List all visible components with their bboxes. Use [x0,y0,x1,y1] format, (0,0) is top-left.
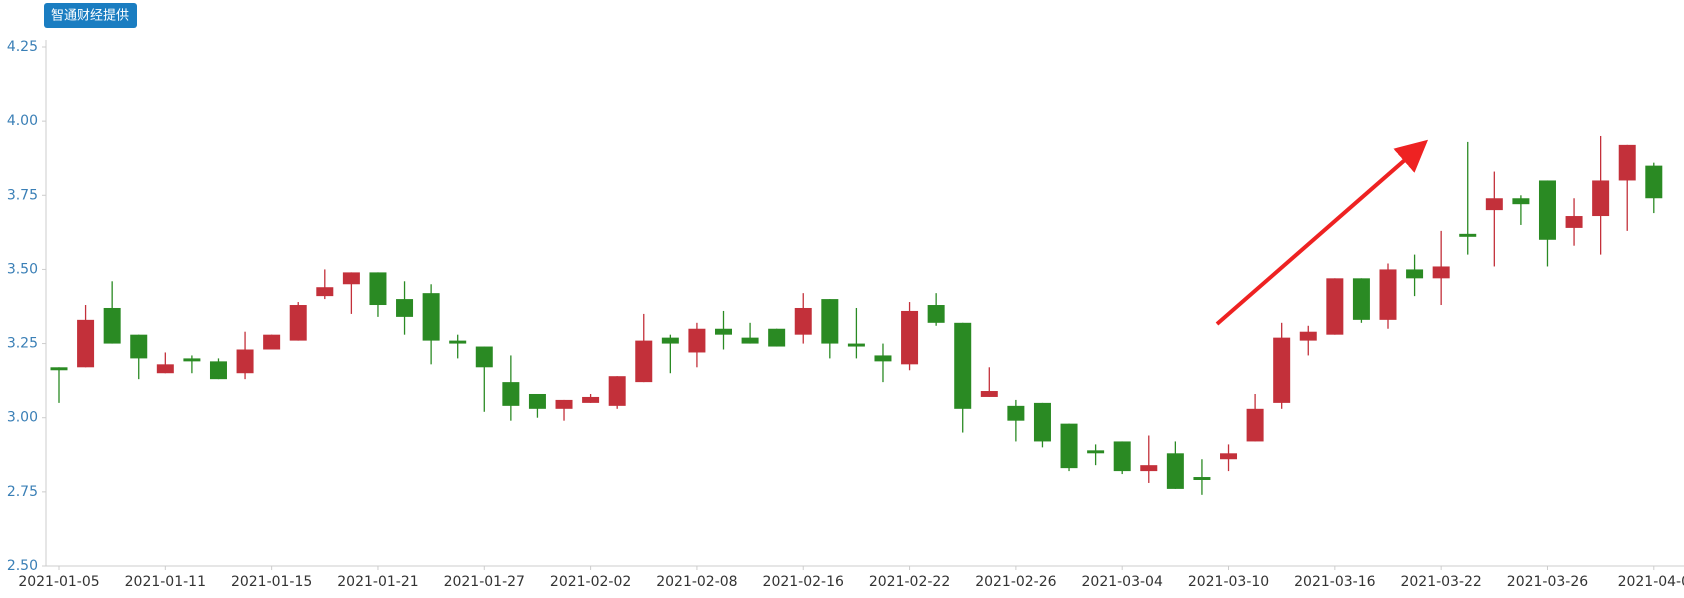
body [342,272,360,285]
body [1459,233,1477,237]
x-tick-label: 2021-01-05 [18,574,99,590]
y-tick-label: 3.25 [7,336,38,352]
y-tick-label: 2.50 [7,558,38,574]
body [236,349,254,374]
body [528,393,546,409]
x-tick-label: 2021-02-22 [869,574,950,590]
body [1645,165,1663,199]
body [1140,465,1158,472]
body [954,322,972,409]
body [821,299,839,344]
body [1432,266,1450,279]
body [130,334,148,359]
body [316,287,334,297]
body [1485,198,1503,211]
x-tick-label: 2021-01-11 [125,574,206,590]
body [1087,450,1105,454]
body [1618,144,1636,181]
body [183,358,201,362]
x-tick-label: 2021-02-26 [975,574,1056,590]
body [635,340,653,383]
body [901,310,919,365]
body [1299,331,1317,341]
x-tick-label: 2021-02-02 [550,574,631,590]
body [1060,423,1078,469]
body [1273,337,1291,403]
body [289,305,307,341]
x-tick-label: 2021-01-27 [444,574,525,590]
body [661,337,679,344]
y-tick-label: 4.25 [7,39,38,55]
x-tick-label: 2021-02-08 [656,574,737,590]
body [396,299,414,317]
body [1193,477,1211,480]
body [1166,453,1184,489]
arrow [1215,139,1429,326]
body [502,382,520,406]
body [156,364,174,374]
body [209,361,227,380]
body [847,343,865,347]
body [1007,405,1025,421]
body [1113,441,1131,472]
y-tick-label: 3.50 [7,261,38,277]
x-tick-label: 2021-03-26 [1507,574,1588,590]
body [555,399,573,409]
body [369,272,387,306]
body [741,337,759,344]
x-tick-label: 2021-03-10 [1188,574,1269,590]
y-tick-label: 3.75 [7,187,38,203]
body [422,293,440,341]
body [794,307,812,335]
body [715,328,732,335]
body [1512,198,1530,205]
body [927,305,945,323]
y-tick-label: 4.00 [7,113,38,129]
body [1592,180,1610,217]
y-tick-label: 3.00 [7,410,38,426]
x-tick-label: 2021-04-0 [1618,574,1684,590]
body [449,340,467,344]
x-tick-label: 2021-03-22 [1400,574,1481,590]
body [688,328,706,353]
body [103,307,121,344]
body [77,319,95,368]
body [1565,216,1583,228]
body [1352,278,1370,320]
y-tick-label: 2.75 [7,484,38,500]
body [1406,269,1424,279]
body [1246,408,1264,442]
body [1220,453,1238,460]
badge: 智通财经提供 [51,8,129,24]
x-tick-label: 2021-03-16 [1294,574,1375,590]
body [263,334,281,350]
body [874,355,892,362]
body [1538,180,1556,240]
x-tick-label: 2021-02-16 [763,574,844,590]
body [1379,269,1397,320]
body [1326,278,1344,335]
body [475,346,493,368]
body [980,391,998,397]
x-tick-label: 2021-01-21 [337,574,418,590]
body [582,396,600,403]
x-tick-label: 2021-03-04 [1082,574,1163,590]
x-tick-label: 2021-01-15 [231,574,312,590]
body [1033,402,1051,442]
body [50,367,68,371]
badge-bg [44,3,137,28]
body [768,328,786,347]
body [608,376,626,406]
